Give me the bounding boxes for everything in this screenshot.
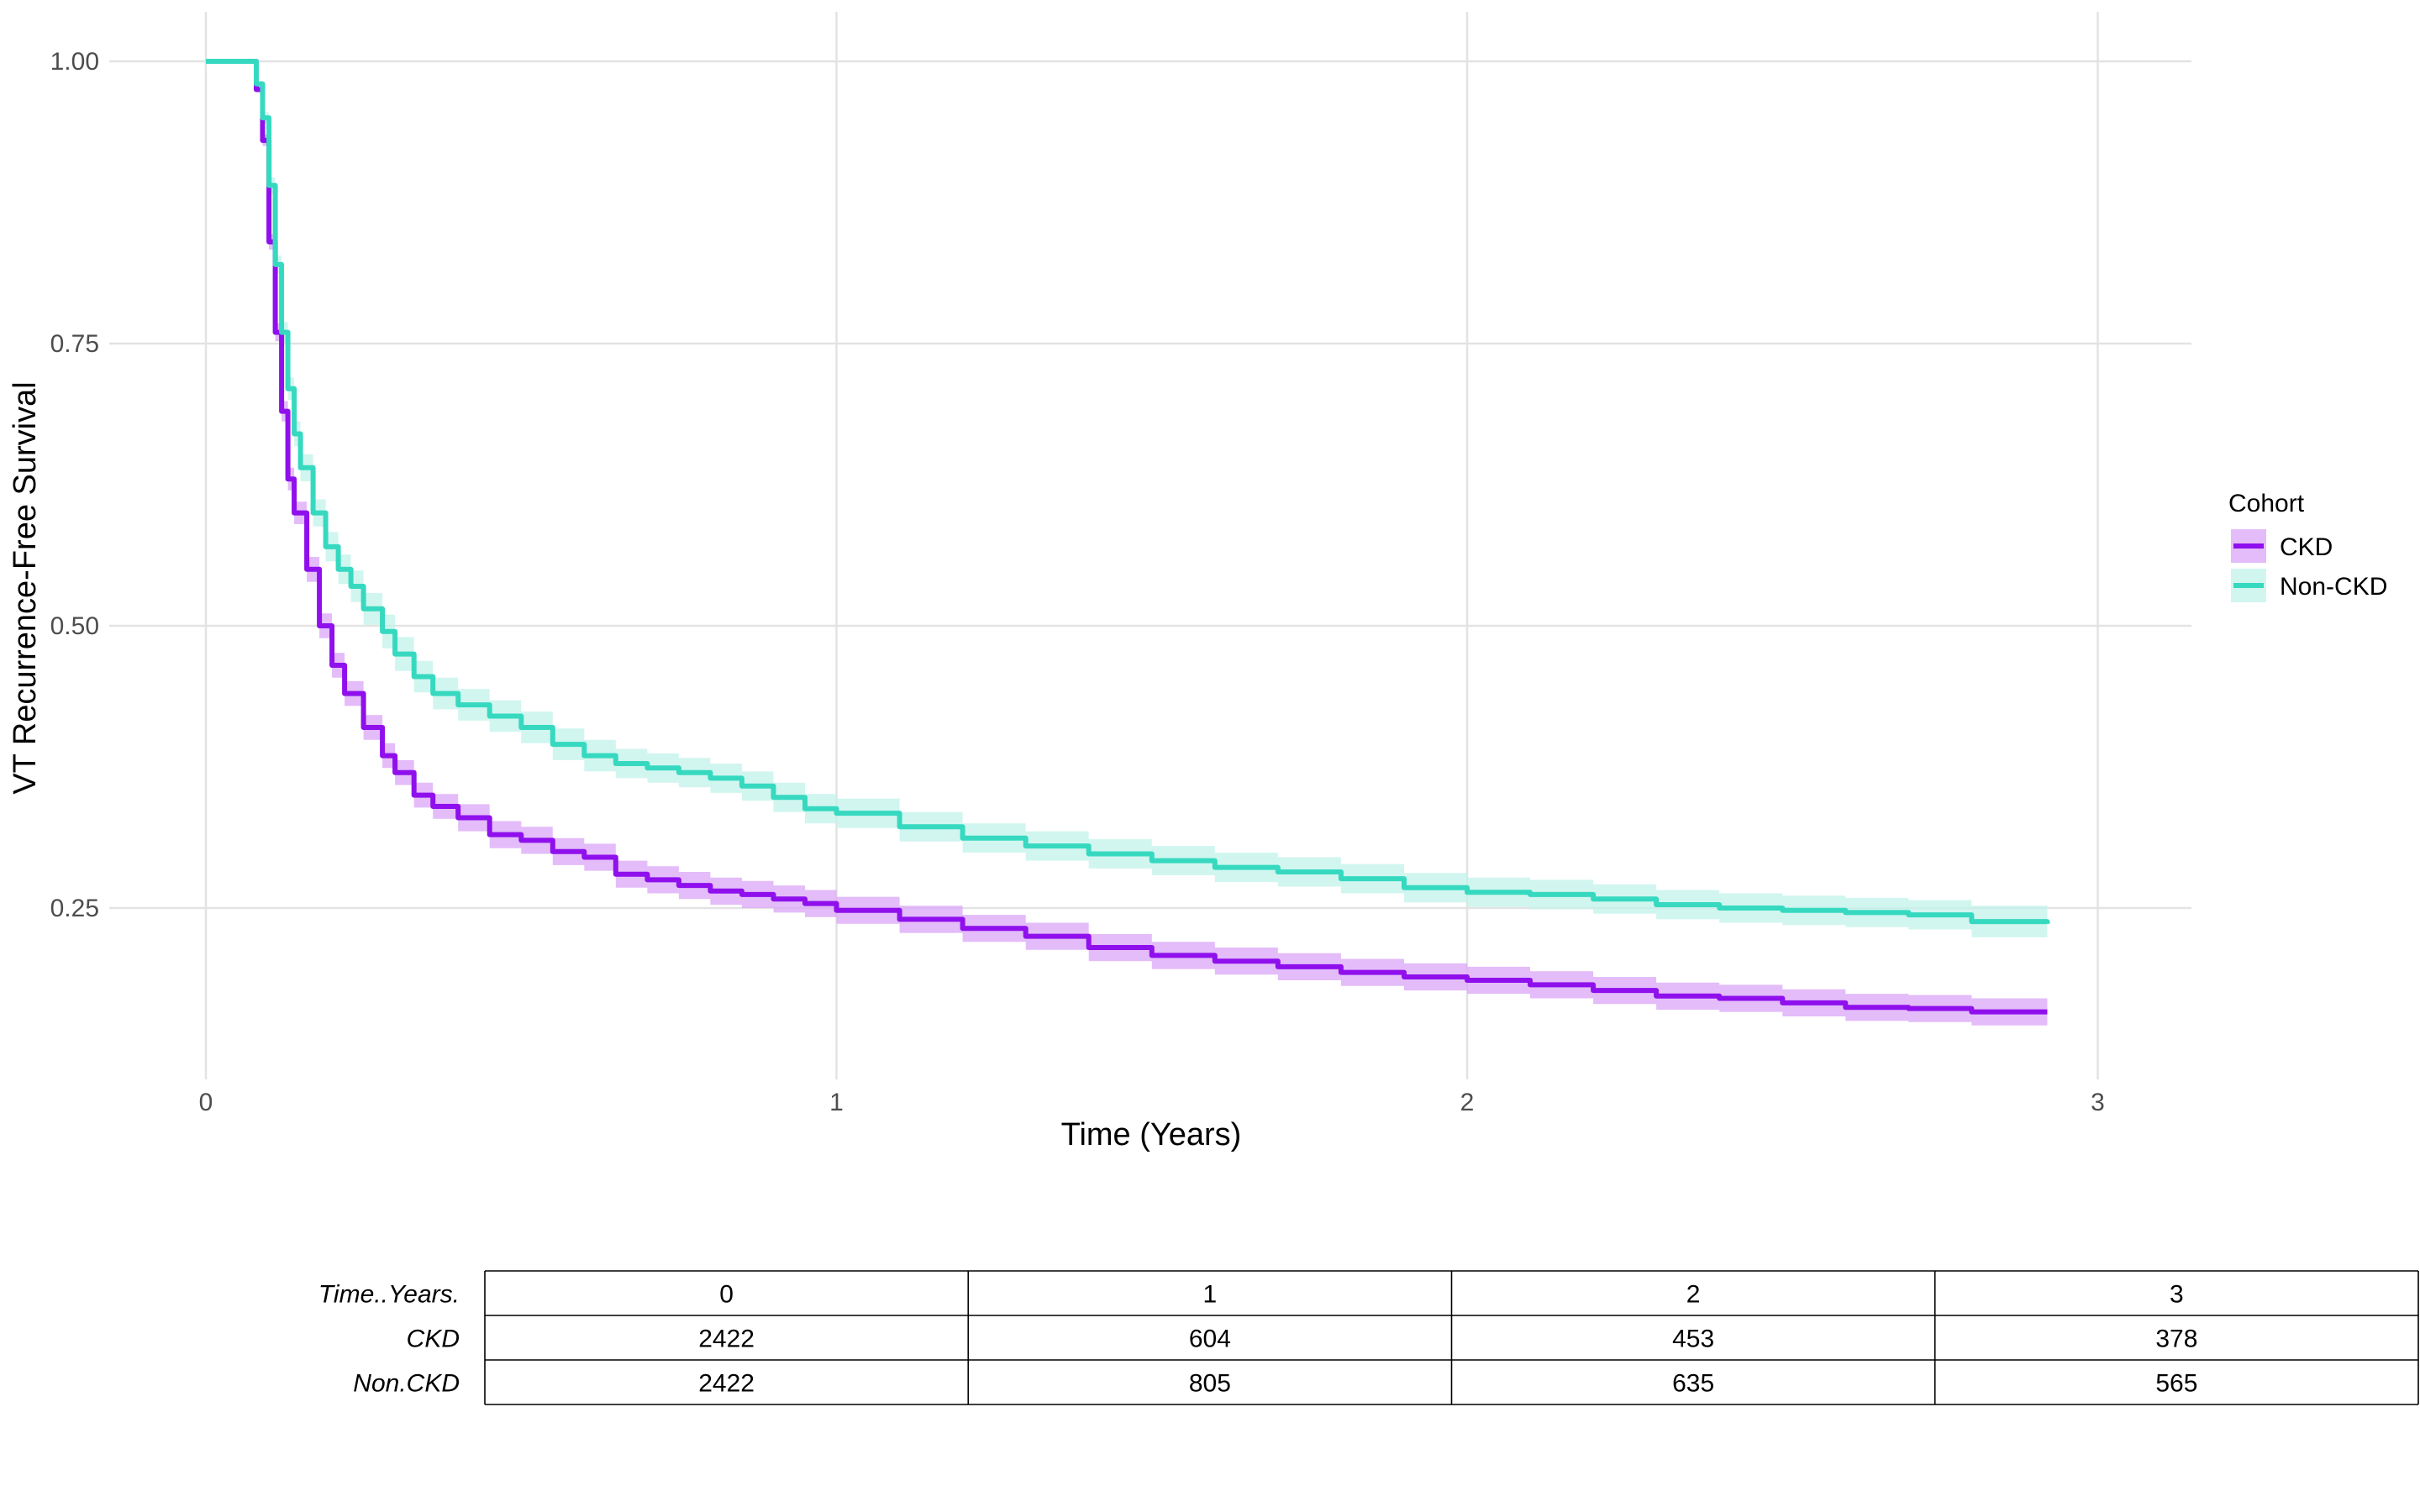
plot-gridlines — [109, 12, 2191, 1079]
table-cell: 2422 — [698, 1370, 755, 1398]
legend-label: Non-CKD — [2280, 573, 2387, 601]
legend-title: Cohort — [2228, 490, 2305, 517]
table-header-label: Time..Years. — [318, 1281, 460, 1309]
table-header-cell: 1 — [1203, 1281, 1218, 1309]
survival-lines — [206, 59, 2050, 1015]
survival-line-non-ckd — [206, 59, 2050, 925]
table-cell: 604 — [1189, 1326, 1231, 1353]
risk-table: Time..Years. 0 1 2 3 CKD 2422 604 453 378 Non.CKD 2… — [318, 1270, 2419, 1405]
x-tick-label: 2 — [1460, 1089, 1475, 1116]
y-tick-label: 0.25 — [50, 895, 99, 922]
y-axis-ticks: 0.25 0.50 0.75 1.00 — [50, 48, 99, 922]
confidence-bands — [206, 61, 2048, 1027]
table-row-label: CKD — [407, 1326, 460, 1353]
table-cell: 635 — [1672, 1370, 1714, 1398]
table-cell: 2422 — [698, 1326, 755, 1353]
table-cell: 378 — [2155, 1326, 2197, 1353]
table-cell: 565 — [2155, 1370, 2197, 1398]
legend: Cohort CKD Non-CKD — [2228, 490, 2387, 602]
survival-line-ckd — [206, 59, 2048, 1015]
table-cell: 805 — [1189, 1370, 1231, 1398]
table-cell: 453 — [1672, 1326, 1714, 1353]
legend-label: CKD — [2280, 533, 2333, 561]
x-axis-ticks: 0 1 2 3 — [199, 1089, 2105, 1116]
table-row-label: Non.CKD — [353, 1370, 460, 1398]
y-tick-label: 1.00 — [50, 48, 99, 76]
table-header-cell: 3 — [2170, 1281, 2184, 1309]
table-header-cell: 2 — [1686, 1281, 1701, 1309]
y-tick-label: 0.75 — [50, 330, 99, 358]
x-axis-title: Time (Years) — [1061, 1117, 1242, 1152]
table-header-cell: 0 — [719, 1281, 734, 1309]
y-axis-title: VT Recurrence-Free Survival — [8, 381, 43, 794]
confidence-band-ckd — [206, 61, 2048, 1027]
x-tick-label: 0 — [199, 1089, 213, 1116]
x-tick-label: 1 — [829, 1089, 844, 1116]
x-tick-label: 3 — [2091, 1089, 2105, 1116]
y-tick-label: 0.50 — [50, 612, 99, 640]
